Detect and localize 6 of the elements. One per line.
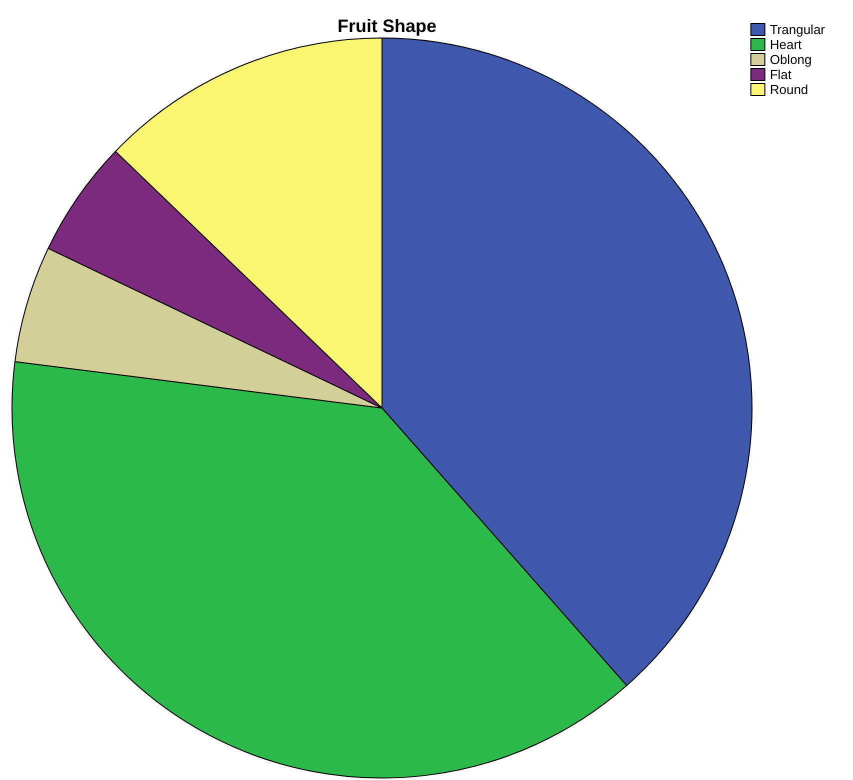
legend-label: Round xyxy=(770,82,808,97)
legend-label: Flat xyxy=(770,67,792,82)
legend-label: Oblong xyxy=(770,52,812,67)
legend-label: Trangular xyxy=(770,22,826,37)
chart-title: Fruit Shape xyxy=(337,16,437,36)
legend-label: Heart xyxy=(770,37,802,52)
